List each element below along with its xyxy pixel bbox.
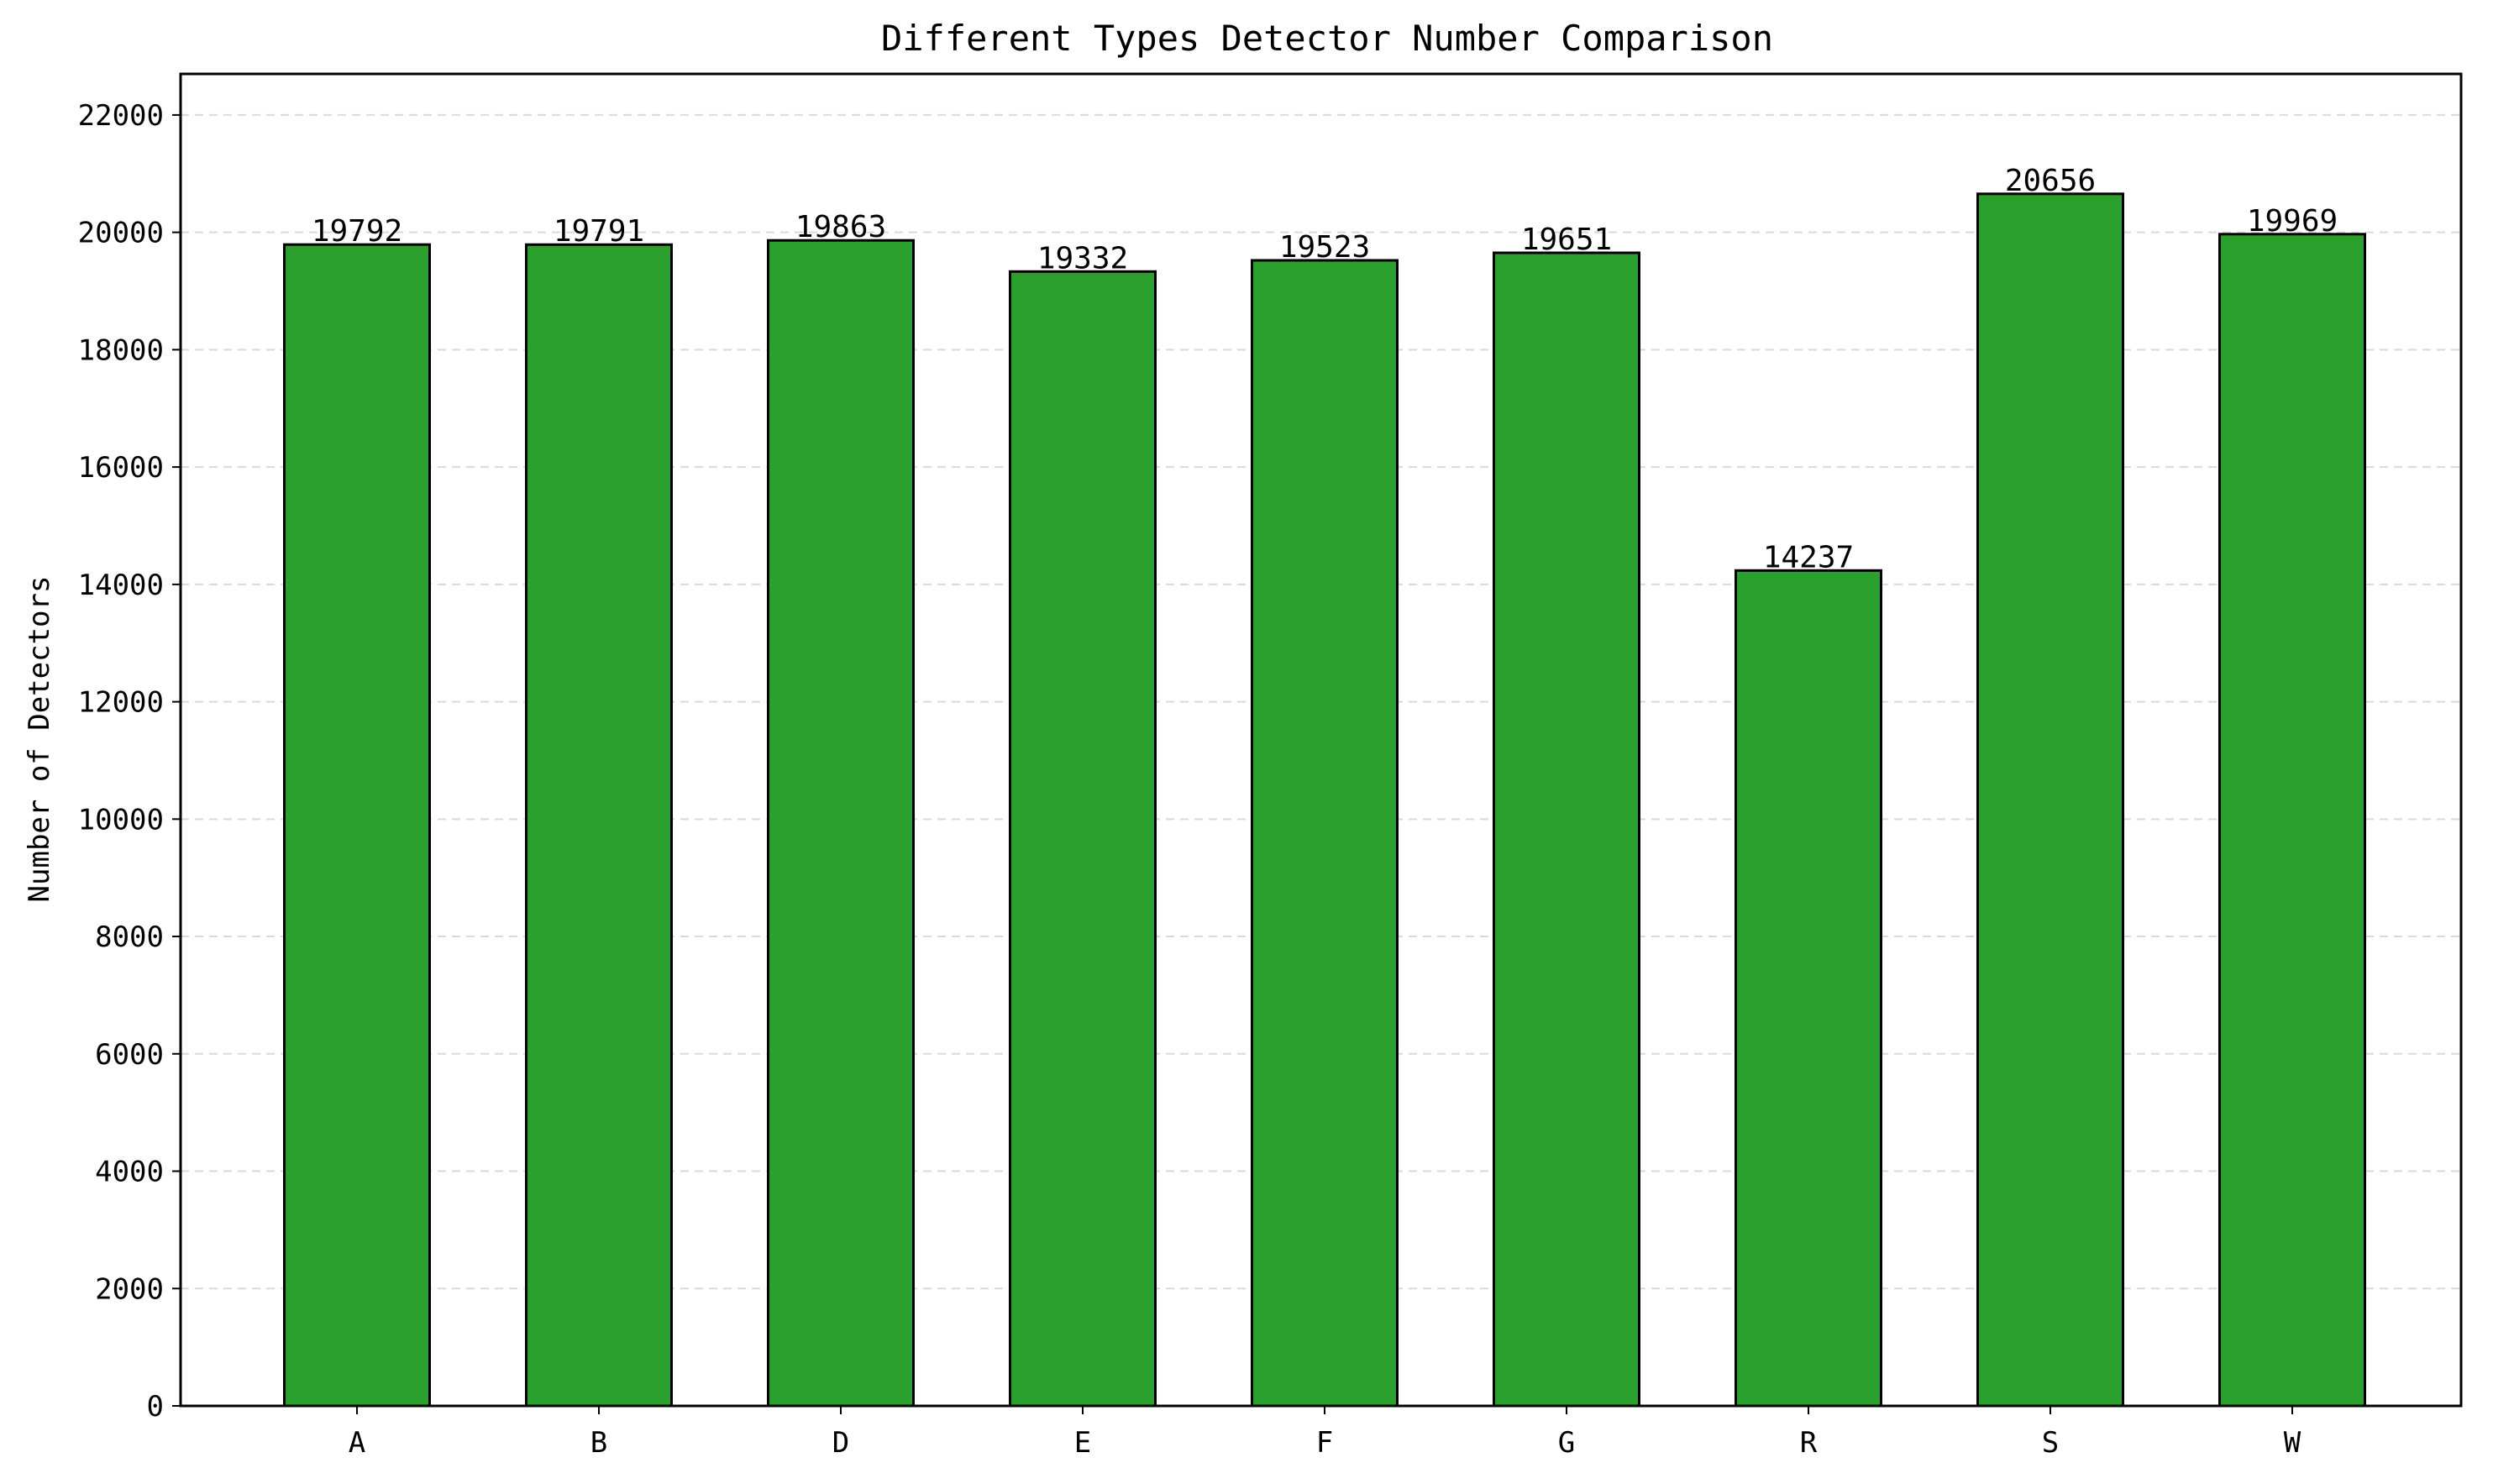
data-label: 19523	[1279, 230, 1370, 265]
x-tick-label: R	[1800, 1426, 1818, 1460]
y-tick-label: 12000	[78, 686, 164, 720]
data-label: 19332	[1037, 241, 1128, 275]
bar	[283, 243, 431, 1408]
x-tick-label: B	[590, 1426, 607, 1460]
x-tick-label: A	[349, 1426, 365, 1460]
bar	[1251, 259, 1399, 1408]
x-tick-label: G	[1558, 1426, 1575, 1460]
y-tick-label: 2000	[95, 1272, 164, 1306]
y-tick-label: 8000	[95, 920, 164, 954]
y-tick-label: 4000	[95, 1156, 164, 1189]
data-label: 19969	[2247, 204, 2338, 239]
bar	[767, 239, 915, 1408]
x-tick-label: W	[2284, 1426, 2301, 1460]
x-tick-label: E	[1074, 1426, 1091, 1460]
bar	[1735, 569, 1882, 1408]
y-tick-labels: 0 2000 4000 6000 8000 10000 12000 14000 16000 180…	[78, 99, 164, 1424]
data-label: 19791	[554, 214, 644, 249]
x-tick-label: D	[832, 1426, 849, 1460]
y-tick-label: 16000	[78, 451, 164, 485]
y-tick-label: 6000	[95, 1038, 164, 1072]
axes	[172, 72, 2463, 1414]
data-label: 19863	[795, 210, 886, 244]
y-tick-label: 10000	[78, 803, 164, 836]
data-label: 14237	[1763, 540, 1854, 574]
y-tick-label: 22000	[78, 99, 164, 133]
data-label: 19651	[1521, 223, 1612, 257]
bar	[525, 243, 673, 1408]
plot-frame	[179, 72, 2463, 1408]
y-axis-label: Number of Detectors	[23, 576, 56, 903]
y-tick-label: 14000	[78, 569, 164, 602]
chart-title: Different Types Detector Number Comparis…	[881, 18, 1773, 59]
bar	[1009, 270, 1157, 1408]
x-tick-label: S	[2042, 1426, 2059, 1460]
data-label: 20656	[2005, 164, 2096, 198]
y-tick-label: 20000	[78, 217, 164, 250]
y-tick-label: 0	[147, 1390, 164, 1424]
bars	[283, 192, 2366, 1408]
bar	[1976, 192, 2124, 1408]
data-label: 19792	[312, 214, 402, 249]
bar	[1493, 251, 1640, 1408]
data-labels: 19792 19791 19863 19332 19523 19651 14237 20656…	[312, 164, 2338, 574]
x-tick-label: F	[1316, 1426, 1333, 1460]
y-tick-label: 18000	[78, 333, 164, 367]
bar	[2218, 233, 2366, 1408]
